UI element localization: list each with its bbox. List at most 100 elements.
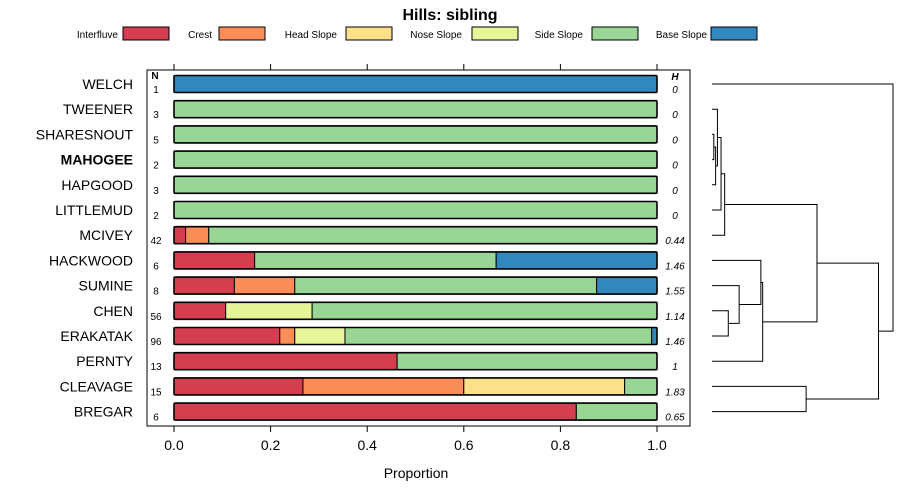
x-axis-title: Proportion	[384, 465, 449, 481]
bar-segment-side-slope	[624, 377, 658, 396]
row-n: 2	[153, 211, 159, 222]
row-sharesnout: SHARESNOUT 5 0	[36, 125, 678, 146]
bar-outline	[173, 99, 658, 119]
bar-outline	[173, 125, 658, 144]
row-n: 13	[150, 362, 162, 373]
legend-label: Head Slope	[285, 30, 338, 41]
legend-label: Crest	[188, 30, 212, 41]
dendrogram-branch	[712, 173, 726, 236]
bar-outline	[173, 402, 658, 421]
row-n: 8	[153, 287, 159, 298]
bar-outline	[173, 377, 658, 396]
row-label: WELCH	[82, 76, 133, 92]
row-h: 1.46	[665, 261, 685, 272]
chart-title: Hills: sibling	[402, 7, 497, 24]
x-tick-label: 0.0	[164, 437, 184, 453]
bar-outline	[173, 251, 658, 270]
row-n: 3	[153, 110, 159, 121]
x-tick-label: 0.6	[454, 437, 474, 453]
bar-segment-side-slope	[344, 327, 653, 345]
bar-outline	[173, 150, 658, 169]
row-n: 15	[150, 387, 162, 398]
row-hackwood: HACKWOOD 6 1.46	[49, 251, 685, 272]
row-n: 3	[153, 186, 159, 197]
bar-segment-crest	[279, 327, 296, 345]
row-h: 1.83	[665, 387, 685, 398]
bar-segment-side-slope	[294, 276, 598, 295]
bar-outline	[173, 74, 658, 94]
bar-outline	[173, 200, 658, 220]
row-n: 96	[150, 337, 162, 348]
row-tweener: TWEENER 3 0	[63, 99, 678, 121]
bar-outline	[173, 276, 658, 295]
row-label: MAHOGEE	[61, 152, 133, 168]
row-n: 1	[153, 85, 159, 96]
legend-item-head-slope: Head Slope	[285, 26, 393, 41]
row-h: 0	[672, 186, 678, 197]
legend-item-base-slope: Base Slope	[656, 26, 758, 41]
legend-swatch	[122, 26, 170, 41]
row-cleavage: CLEAVAGE 15 1.83	[60, 377, 685, 398]
bar-segment-side-slope	[575, 402, 658, 421]
dendrogram-branch	[712, 83, 894, 332]
bar-segment-side-slope	[173, 125, 658, 144]
legend-swatch	[591, 26, 639, 41]
legend-swatch	[710, 26, 758, 41]
row-n: 5	[153, 135, 159, 146]
x-tick-label: 1.0	[647, 437, 667, 453]
row-label: CLEAVAGE	[60, 378, 133, 394]
row-n: 56	[150, 312, 162, 323]
row-label: MCIVEY	[79, 227, 133, 243]
bar-segment-interfluve	[173, 276, 235, 295]
row-n: 6	[153, 413, 159, 424]
bar-segment-interfluve	[173, 301, 227, 320]
row-hapgood: HAPGOOD 3 0	[61, 175, 678, 197]
row-bregar: BREGAR 6 0.65	[74, 402, 685, 424]
row-label: BREGAR	[74, 404, 133, 420]
bar-segment-side-slope	[396, 352, 658, 371]
bar-segment-base-slope	[173, 75, 658, 93]
legend: Interfluve Crest Head Slope Nose Slope Side …	[77, 26, 758, 41]
row-label: CHEN	[93, 303, 133, 319]
bar-segment-side-slope	[173, 175, 658, 194]
row-mahogee: MAHOGEE 2 0	[61, 150, 678, 172]
row-welch: WELCH 1 0	[82, 74, 678, 96]
bar-segment-crest	[233, 276, 296, 295]
bar-segment-side-slope	[173, 100, 658, 119]
dendrogram	[712, 83, 894, 413]
row-n: 42	[150, 236, 162, 247]
row-label: LITTLEMUD	[55, 202, 133, 218]
bar-segment-side-slope	[208, 226, 658, 245]
bar-segment-base-slope	[495, 251, 658, 270]
bar-segment-base-slope	[596, 276, 658, 295]
dendrogram-branch	[712, 281, 764, 362]
row-h: 1.14	[665, 312, 685, 323]
row-chen: CHEN 56 1.14	[93, 301, 685, 323]
h-column-header: H	[671, 72, 679, 83]
bar-segment-interfluve	[173, 352, 398, 371]
legend-label: Side Slope	[535, 30, 584, 41]
legend-label: Nose Slope	[410, 30, 462, 41]
legend-label: Interfluve	[77, 30, 119, 41]
plot-frame	[146, 69, 691, 427]
bar-segment-interfluve	[173, 402, 577, 421]
dendrogram-branch	[712, 385, 807, 413]
dendrogram-branch	[724, 203, 818, 323]
dendrogram-branch	[712, 285, 740, 324]
bar-outline	[173, 351, 658, 371]
dendrogram-branch	[712, 108, 718, 167]
row-h: 0	[672, 161, 678, 172]
legend-swatch	[345, 26, 393, 41]
bar-segment-nose-slope	[294, 327, 346, 345]
legend-item-interfluve: Interfluve	[77, 26, 170, 41]
bar-segment-head-slope	[463, 377, 626, 396]
bar-segment-interfluve	[173, 226, 187, 245]
row-label: TWEENER	[63, 101, 133, 117]
row-h: 1	[672, 362, 678, 373]
bar-segment-side-slope	[254, 251, 497, 270]
row-label: HACKWOOD	[49, 252, 133, 268]
x-tick-label: 0.8	[551, 437, 571, 453]
row-h: 0	[672, 85, 678, 96]
